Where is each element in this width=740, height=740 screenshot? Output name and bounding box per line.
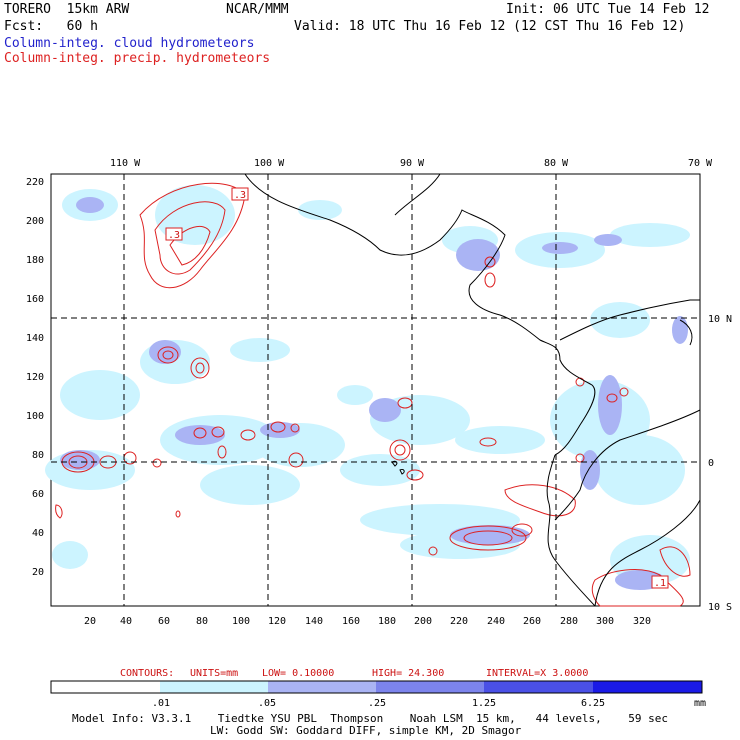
x-tick-320: 320: [633, 616, 651, 627]
model-title: TORERO 15km ARW: [4, 2, 130, 17]
y-tick-60: 60: [32, 489, 44, 500]
lon-label-70w: 70 W: [688, 158, 713, 169]
colorbar-label-1: .05: [258, 698, 276, 709]
x-tick-140: 140: [305, 616, 323, 627]
precip-hydrometeor-contours: [55, 182, 691, 607]
contour-value-labels: .3 .3 .1: [165, 187, 669, 589]
contour-label-3: .1: [654, 578, 666, 589]
lon-label-80w: 80 W: [544, 158, 569, 169]
y-tick-180: 180: [26, 255, 44, 266]
forecast-hour: Fcst: 60 h: [4, 19, 98, 34]
x-tick-160: 160: [342, 616, 360, 627]
x-tick-220: 220: [450, 616, 468, 627]
x-tick-300: 300: [596, 616, 614, 627]
colorbar-swatch-4: [484, 681, 593, 693]
colorbar-label-4: 6.25: [581, 698, 605, 709]
x-tick-260: 260: [523, 616, 541, 627]
x-tick-40: 40: [120, 616, 132, 627]
init-time: Init: 06 UTC Tue 14 Feb 12: [506, 2, 710, 17]
lat-label-10s: 10 S: [708, 602, 732, 613]
x-tick-120: 120: [268, 616, 286, 627]
x-tick-100: 100: [232, 616, 250, 627]
valid-time: Valid: 18 UTC Thu 16 Feb 12 (12 CST Thu …: [294, 19, 686, 34]
left-y-ticks: 220 200 180 160 140 120 100 80 60 40 20: [26, 177, 44, 578]
colorbar-label-2: .25: [368, 698, 386, 709]
y-tick-220: 220: [26, 177, 44, 188]
colorbar-swatch-1: [160, 681, 268, 693]
lon-label-110w: 110 W: [110, 158, 141, 169]
colorbar-swatch-0: [51, 681, 160, 693]
model-info-line1: Model Info: V3.3.1 Tiedtke YSU PBL Thomp…: [72, 712, 669, 725]
coastlines: [244, 173, 701, 607]
colorbar-label-0: .01: [152, 698, 170, 709]
contour-info-interval: INTERVAL=X 3.0000: [486, 668, 588, 679]
contour-label-1: .3: [234, 190, 246, 201]
lat-label-10n: 10 N: [708, 314, 732, 325]
x-tick-200: 200: [414, 616, 432, 627]
x-tick-180: 180: [378, 616, 396, 627]
graticule: [51, 174, 700, 606]
model-info-line2: LW: Godd SW: Goddard DIFF, simple KM, 2D…: [210, 724, 522, 737]
contour-info-low: LOW= 0.10000: [262, 668, 334, 679]
x-tick-20: 20: [84, 616, 96, 627]
contour-info-high: HIGH= 24.300: [372, 668, 444, 679]
x-tick-60: 60: [158, 616, 170, 627]
legend-cloud-label: Column-integ. cloud hydrometeors: [4, 36, 255, 51]
legend-precip-label: Column-integ. precip. hydrometeors: [4, 51, 271, 66]
contour-info: CONTOURS: UNITS=mm LOW= 0.10000 HIGH= 24…: [120, 668, 588, 679]
x-tick-280: 280: [560, 616, 578, 627]
colorbar-swatch-5: [593, 681, 702, 693]
x-tick-240: 240: [487, 616, 505, 627]
y-tick-200: 200: [26, 216, 44, 227]
contour-info-units: UNITS=mm: [190, 668, 238, 679]
contour-label-2: .3: [168, 230, 180, 241]
right-lat-labels: 10 N 0 10 S: [708, 314, 732, 613]
colorbar-swatch-3: [376, 681, 484, 693]
colorbar-label-3: 1.25: [472, 698, 496, 709]
y-tick-20: 20: [32, 567, 44, 578]
colorbar-unit: mm: [694, 698, 706, 709]
contour-info-prefix: CONTOURS:: [120, 668, 174, 679]
center-title: NCAR/MMM: [226, 2, 289, 17]
x-tick-80: 80: [196, 616, 208, 627]
lon-label-100w: 100 W: [254, 158, 285, 169]
y-tick-140: 140: [26, 333, 44, 344]
y-tick-120: 120: [26, 372, 44, 383]
colorbar: .01 .05 .25 1.25 6.25 mm: [50, 680, 706, 709]
bottom-x-ticks: 20 40 60 80 100 120 140 160 180 200 220 …: [84, 616, 651, 627]
lat-label-0: 0: [708, 458, 714, 469]
top-lon-labels: 110 W 100 W 90 W 80 W 70 W: [110, 158, 713, 169]
y-tick-80: 80: [32, 450, 44, 461]
colorbar-swatch-2: [268, 681, 376, 693]
y-tick-100: 100: [26, 411, 44, 422]
y-tick-160: 160: [26, 294, 44, 305]
y-tick-40: 40: [32, 528, 44, 539]
lon-label-90w: 90 W: [400, 158, 425, 169]
